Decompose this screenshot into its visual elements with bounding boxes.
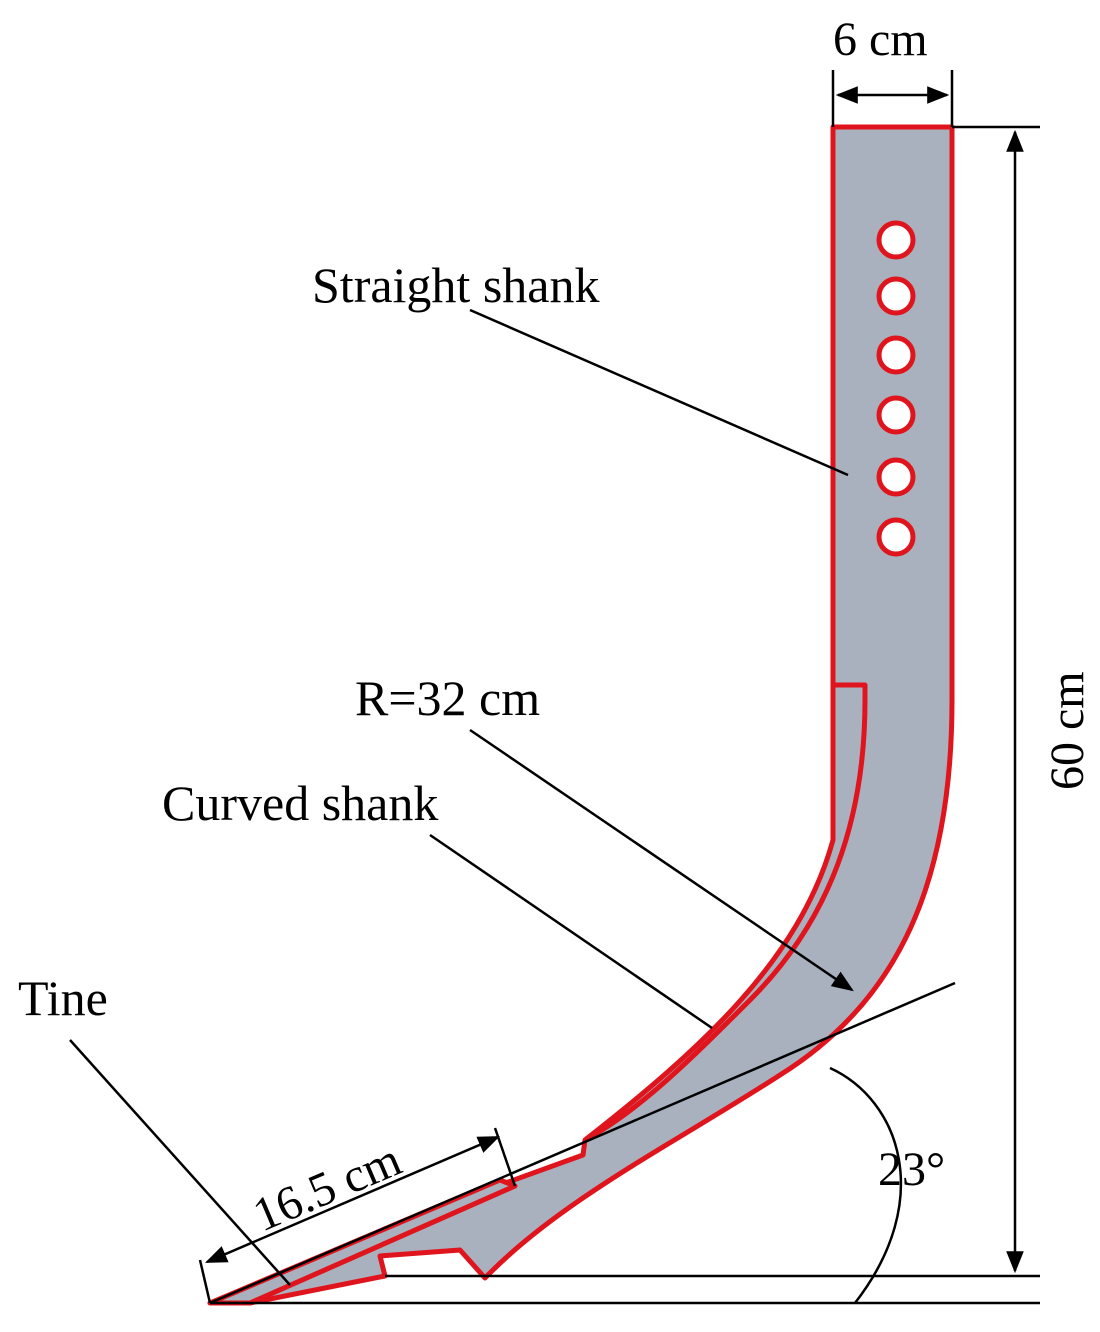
height-dimension-label: 60 cm [1041, 671, 1094, 790]
tine-length-dimension-label: 16.5 cm [246, 1133, 409, 1242]
curved-shank-label: Curved shank [162, 775, 438, 831]
tine-length-dimension-line [204, 1135, 501, 1264]
tine-angle-line [209, 981, 956, 1305]
tine-label: Tine [18, 970, 108, 1026]
tine-extension-left [198, 1259, 212, 1304]
radius-leader [469, 728, 854, 992]
bolt-hole [876, 517, 916, 557]
straight-shank-label: Straight shank [312, 257, 599, 313]
bolt-holes [876, 220, 916, 557]
width-dimension-label: 6 cm [833, 13, 928, 66]
tine-leader [69, 1039, 291, 1286]
angle-label: 23° [878, 1143, 945, 1196]
radius-label: R=32 cm [355, 670, 540, 726]
curved-shank-leader [429, 833, 713, 1030]
bolt-hole [876, 220, 916, 260]
bolt-hole [876, 276, 916, 316]
bolt-hole [876, 457, 916, 497]
straight-shank-leader [469, 308, 849, 477]
bolt-hole [876, 395, 916, 435]
angle-arc [829, 1066, 903, 1304]
bolt-hole [876, 335, 916, 375]
shank-body [207, 124, 955, 1306]
curved-shank-strip [583, 682, 868, 1143]
